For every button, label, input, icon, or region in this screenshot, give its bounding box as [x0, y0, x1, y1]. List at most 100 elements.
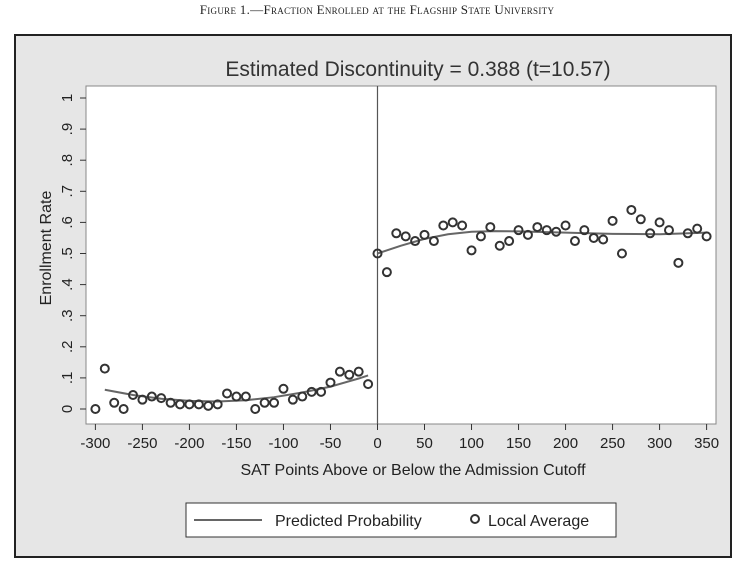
- local-average-point: [626, 204, 637, 215]
- local-average-point: [231, 391, 242, 402]
- x-tick-label: -150: [221, 435, 251, 452]
- local-average-point: [259, 397, 270, 408]
- y-tick-label: .9: [59, 123, 76, 136]
- x-tick-label: -200: [174, 435, 204, 452]
- local-average-point: [701, 231, 712, 242]
- local-average-point: [410, 236, 421, 247]
- local-average-point: [513, 225, 524, 236]
- local-average-point: [494, 240, 505, 251]
- local-average-point: [128, 390, 139, 401]
- local-average-point: [118, 404, 129, 414]
- local-average-point: [156, 393, 167, 404]
- x-tick-label: 100: [459, 435, 484, 452]
- x-tick-label: 50: [416, 435, 433, 452]
- local-average-point: [203, 400, 214, 411]
- legend-label-predicted: Predicted Probability: [275, 513, 422, 530]
- x-tick-label: 200: [553, 435, 578, 452]
- local-average-point: [588, 232, 599, 243]
- local-average-point: [419, 229, 430, 240]
- local-average-point: [663, 225, 674, 236]
- local-average-point: [616, 248, 627, 259]
- y-tick-label: .6: [59, 216, 76, 229]
- local-average-point: [372, 248, 383, 259]
- local-average-point: [193, 399, 204, 410]
- local-average-point: [137, 394, 148, 405]
- local-average-point: [532, 222, 543, 233]
- local-average-point: [212, 399, 223, 410]
- y-tick-label: .2: [59, 341, 76, 354]
- local-average-point: [165, 397, 176, 408]
- x-tick-label: 250: [600, 435, 625, 452]
- y-tick-label: .1: [59, 372, 76, 385]
- local-average-point: [635, 214, 646, 225]
- legend: Predicted Probability Local Average: [185, 502, 617, 538]
- legend-label-local: Local Average: [488, 513, 589, 530]
- local-average-point: [504, 236, 515, 247]
- local-average-point: [90, 404, 101, 414]
- local-average-point: [428, 236, 439, 247]
- local-average-point: [598, 234, 609, 245]
- local-average-point: [569, 236, 580, 247]
- local-average-point: [363, 379, 374, 390]
- local-average-point: [391, 228, 402, 239]
- y-tick-label: .3: [59, 309, 76, 322]
- y-tick-label: .7: [59, 185, 76, 198]
- x-tick-label: 350: [694, 435, 719, 452]
- local-average-point: [400, 231, 411, 242]
- local-average-point: [457, 220, 468, 231]
- local-average-point: [579, 225, 590, 236]
- x-tick-label: -250: [127, 435, 157, 452]
- local-average-point: [240, 391, 251, 402]
- local-average-point: [353, 366, 364, 377]
- local-average-point: [438, 220, 449, 231]
- local-average-point: [146, 391, 157, 402]
- local-average-point: [316, 386, 327, 397]
- legend-marker-swatch: [470, 514, 480, 524]
- local-average-point: [175, 399, 186, 410]
- local-average-point: [560, 220, 571, 231]
- local-average-point: [475, 231, 486, 242]
- local-average-point: [466, 245, 477, 256]
- y-tick-label: .8: [59, 154, 76, 167]
- x-tick-label: 0: [373, 435, 381, 452]
- local-average-point: [485, 222, 496, 233]
- y-tick-label: 0: [59, 405, 76, 413]
- x-tick-label: 300: [647, 435, 672, 452]
- y-tick-label: .4: [59, 278, 76, 291]
- local-average-point: [344, 369, 355, 380]
- local-average-point: [222, 388, 233, 399]
- local-average-point: [297, 391, 308, 402]
- local-average-point: [287, 394, 298, 405]
- y-axis-label: Enrollment Rate: [38, 191, 55, 306]
- local-average-point: [109, 397, 120, 408]
- local-average-point: [306, 386, 317, 397]
- local-average-point: [654, 217, 665, 228]
- local-average-point: [250, 404, 261, 414]
- y-tick-label: .5: [59, 247, 76, 260]
- local-average-point: [551, 226, 562, 237]
- chart-title: Estimated Discontinuity = 0.388 (t=10.57…: [225, 58, 610, 81]
- x-tick-label: -50: [320, 435, 342, 452]
- local-average-point: [269, 397, 280, 408]
- local-average-point: [541, 225, 552, 236]
- y-tick-label: 1: [59, 94, 76, 102]
- local-average-point: [325, 377, 336, 388]
- local-average-point: [99, 363, 110, 374]
- local-average-point: [381, 267, 392, 278]
- local-average-point: [522, 229, 533, 240]
- local-average-point: [673, 257, 684, 268]
- local-average-point: [334, 366, 345, 377]
- local-average-point: [184, 399, 195, 410]
- predicted-probability-line-right: [377, 230, 707, 255]
- local-average-point: [645, 228, 656, 239]
- local-average-point: [607, 215, 618, 226]
- local-average-point: [447, 217, 458, 228]
- local-average-point: [692, 223, 703, 234]
- plot-area: [85, 85, 717, 425]
- local-average-point: [278, 383, 289, 394]
- figure-caption: Figure 1.—Fraction Enrolled at the Flags…: [199, 2, 555, 17]
- x-axis-label: SAT Points Above or Below the Admission …: [240, 462, 586, 479]
- x-tick-label: -100: [268, 435, 298, 452]
- local-average-point: [682, 228, 693, 239]
